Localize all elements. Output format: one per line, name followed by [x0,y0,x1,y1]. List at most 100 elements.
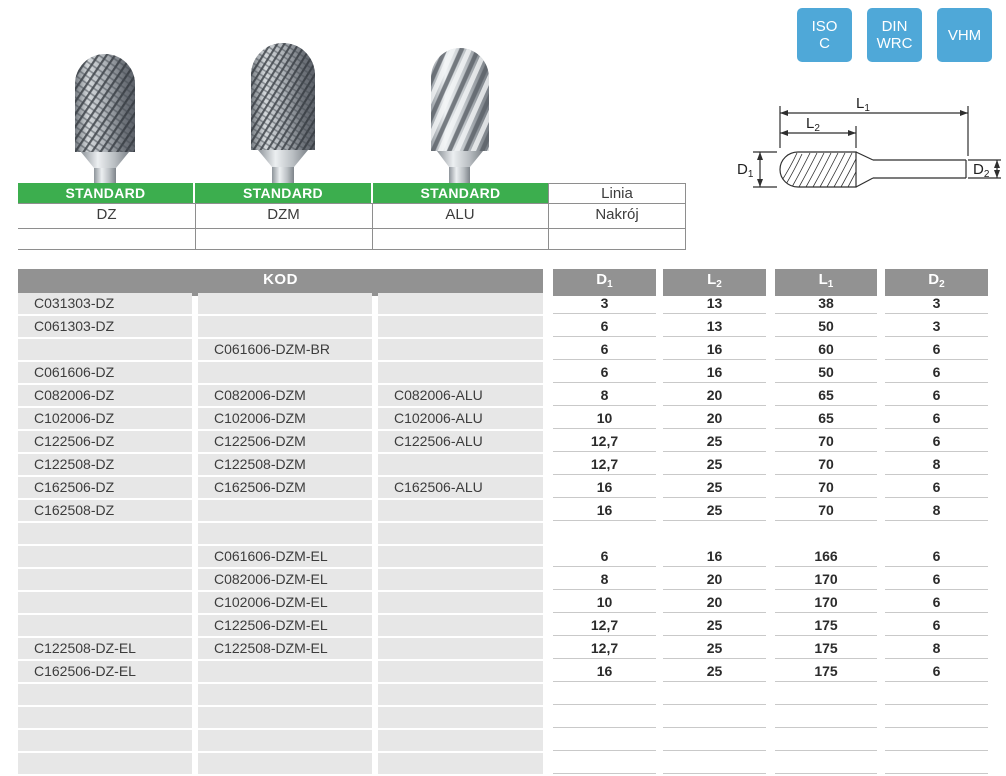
kod-cell [198,293,372,314]
kod-cell [378,592,543,613]
kod-cell: C082006-ALU [378,385,543,406]
dim-cell: 6 [553,316,656,337]
table-row [18,730,988,751]
table-row: C061606-DZM-EL 6 16 166 6 [18,546,988,567]
kod-cell: C061606-DZ [18,362,192,383]
divider [18,249,686,250]
dim-cell: 25 [663,477,766,498]
dim-cell: 16 [663,362,766,383]
kod-cell [198,500,372,521]
table-row: C102006-DZ C102006-DZM C102006-ALU 10 20 65 6 [18,408,988,429]
dim-cell: 60 [775,339,877,360]
kod-cell [18,730,192,751]
dim-cell: 38 [775,293,877,314]
kod-cell: C102006-ALU [378,408,543,429]
dim-cell [775,684,877,705]
dim-header-l2: L2 [663,269,766,296]
dim-cell: 20 [663,569,766,590]
series-tier-dzm: STANDARD [195,183,371,203]
table-row: C082006-DZM-EL 8 20 170 6 [18,569,988,590]
dim-cell: 65 [775,385,877,406]
dim-cell: 6 [553,546,656,567]
kod-cell: C061606-DZM-EL [198,546,372,567]
dim-cell: 25 [663,661,766,682]
dim-cell: 16 [663,546,766,567]
kod-cell [18,546,192,567]
kod-cell: C031303-DZ [18,293,192,314]
badge-strip: ISO C DIN WRC VHM [797,8,992,62]
table-row [18,707,988,728]
dim-cell [553,730,656,751]
burr-image-dz [75,54,135,183]
kod-cell [18,684,192,705]
kod-cell [18,753,192,774]
kod-cell: C061303-DZ [18,316,192,337]
kod-cell [378,362,543,383]
kod-cell: C061606-DZM-BR [198,339,372,360]
dim-cell: 6 [885,661,988,682]
divider [548,204,549,249]
kod-cell [198,362,372,383]
divider [372,204,373,249]
kod-cell [18,592,192,613]
kod-cell: C122508-DZ [18,454,192,475]
dim-cell: 3 [885,316,988,337]
kod-cell [378,293,543,314]
line-label: Linia [548,183,686,203]
divider [18,203,686,204]
catalog-table-body: C031303-DZ 3 13 38 3 C061303-DZ 6 13 50 3 C061606-… [18,293,988,774]
table-row: C162508-DZ 16 25 70 8 [18,500,988,521]
dim-cell: 12,7 [553,638,656,659]
dim-cell: 6 [885,339,988,360]
table-row: C122508-DZ C122508-DZM 12,7 25 70 8 [18,454,988,475]
kod-cell [378,661,543,682]
dim-cell: 175 [775,615,877,636]
kod-cell [378,523,543,544]
dim-cell: 6 [885,362,988,383]
kod-cell [378,454,543,475]
dim-header-l1: L1 [775,269,877,296]
dim-cell: 6 [553,339,656,360]
kod-cell: C122506-DZM-EL [198,615,372,636]
dim-cell: 170 [775,592,877,613]
table-header-row: KOD D1 L2 L1 D2 [18,269,988,296]
dim-label-d1: D1 [737,161,754,180]
dim-cell: 16 [663,339,766,360]
dim-cell [663,730,766,751]
dim-cell [885,523,988,544]
kod-cell [378,638,543,659]
dim-cell: 13 [663,293,766,314]
dim-cell [885,730,988,751]
table-row: C061606-DZM-BR 6 16 60 6 [18,339,988,360]
dim-cell: 16 [553,661,656,682]
dim-cell [663,707,766,728]
divider [685,204,686,249]
kod-cell: C162506-ALU [378,477,543,498]
series-code-alu: ALU [445,206,475,223]
divider [195,204,196,249]
kod-cell [18,339,192,360]
kod-cell [18,615,192,636]
divider [18,228,686,229]
kod-cell: C122508-DZ-EL [18,638,192,659]
kod-cell [378,730,543,751]
kod-cell [378,569,543,590]
kod-cell: C082006-DZ [18,385,192,406]
dim-cell: 16 [553,477,656,498]
dim-header-d2: D2 [885,269,988,296]
kod-cell [198,684,372,705]
dim-cell: 20 [663,385,766,406]
dim-cell [663,523,766,544]
dim-cell: 170 [775,569,877,590]
dim-header-d1: D1 [553,269,656,296]
kod-cell [378,316,543,337]
kod-cell [198,730,372,751]
table-row: C122506-DZ C122506-DZM C122506-ALU 12,7 25 70… [18,431,988,452]
kod-cell [378,707,543,728]
dim-cell: 12,7 [553,431,656,452]
kod-cell [198,753,372,774]
kod-cell [378,500,543,521]
dim-cell: 6 [553,362,656,383]
kod-cell: C162506-DZM [198,477,372,498]
dim-cell: 10 [553,592,656,613]
